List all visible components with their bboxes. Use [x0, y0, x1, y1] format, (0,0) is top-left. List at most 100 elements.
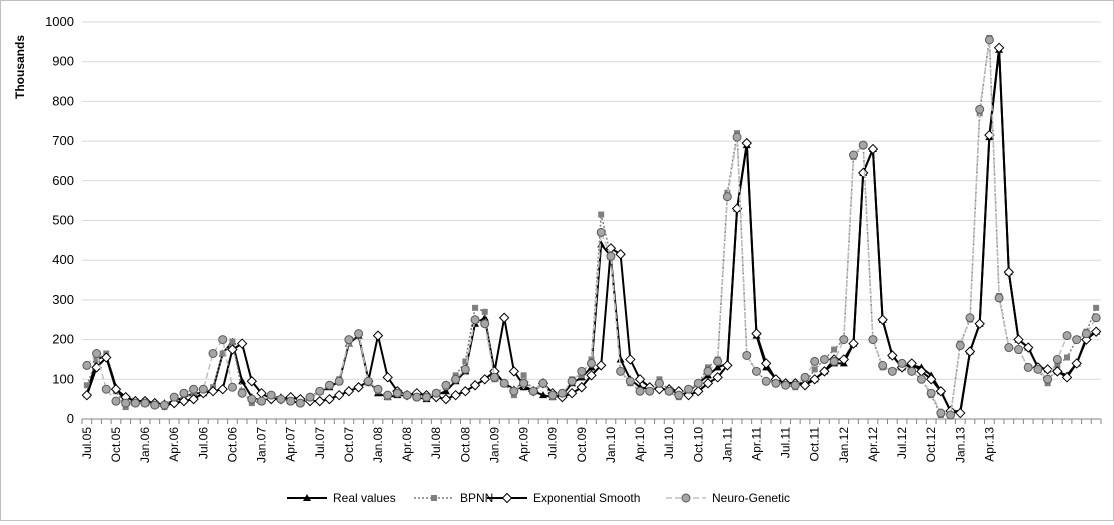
data-point — [675, 391, 683, 399]
data-point — [626, 377, 634, 385]
data-point — [1092, 314, 1100, 322]
data-point — [482, 309, 488, 315]
data-point — [840, 336, 848, 344]
data-point — [373, 331, 382, 340]
data-point — [682, 494, 690, 502]
data-point — [93, 349, 101, 357]
data-point — [461, 387, 470, 396]
data-point — [199, 385, 207, 393]
data-point — [888, 367, 896, 375]
data-point — [849, 339, 858, 348]
x-tick-label: Jan.13 — [953, 427, 967, 463]
data-point — [190, 385, 198, 393]
data-point — [811, 357, 819, 365]
data-point — [617, 355, 625, 362]
data-point — [665, 387, 673, 395]
data-point — [704, 367, 712, 375]
data-point — [831, 347, 837, 353]
data-point — [83, 361, 91, 369]
data-point — [975, 319, 984, 328]
data-point — [578, 367, 586, 375]
data-point — [723, 193, 731, 201]
data-point — [180, 389, 188, 397]
x-tick-label: Jan.07 — [255, 427, 269, 463]
legend: Real values BPNN Exponential Smooth Neuro-G… — [287, 491, 790, 505]
x-tick-label: Apr.07 — [284, 427, 298, 462]
data-point — [752, 329, 761, 338]
data-point — [209, 387, 218, 396]
data-point — [568, 389, 577, 398]
data-point — [782, 381, 790, 389]
x-tick-label: Oct.11 — [808, 427, 822, 462]
data-point — [209, 349, 217, 357]
data-point — [655, 379, 663, 387]
data-point — [607, 252, 615, 260]
data-point — [976, 105, 984, 113]
data-point — [122, 399, 130, 407]
x-tick-label: Jul.07 — [313, 427, 327, 459]
x-tick-label: Apr.13 — [982, 427, 996, 462]
data-point — [1093, 305, 1099, 311]
data-point — [82, 391, 91, 400]
data-point — [850, 151, 858, 159]
data-point — [238, 339, 247, 348]
data-point — [568, 377, 576, 385]
x-tick-label: Apr.12 — [866, 427, 880, 462]
data-point — [529, 387, 537, 395]
data-point — [500, 313, 509, 322]
data-point — [520, 379, 528, 387]
data-point — [772, 379, 780, 387]
x-tick-label: Jul.05 — [80, 427, 94, 459]
legend-item: Real values — [287, 491, 396, 505]
data-point — [461, 365, 469, 373]
data-point — [1004, 268, 1013, 277]
data-point — [1043, 365, 1052, 374]
data-point — [626, 355, 635, 364]
y-tick-label: 100 — [52, 371, 74, 386]
data-point — [306, 393, 314, 401]
data-point — [791, 381, 799, 389]
data-point — [296, 399, 304, 407]
y-tick-label: 900 — [52, 54, 74, 69]
data-point — [646, 387, 654, 395]
data-point — [316, 387, 324, 395]
data-point — [1044, 375, 1052, 383]
data-point — [451, 391, 460, 400]
data-point — [500, 379, 508, 387]
x-tick-label: Jan.09 — [487, 427, 501, 463]
data-point — [403, 391, 411, 399]
data-point — [510, 387, 518, 395]
data-point — [1053, 355, 1061, 363]
x-tick-label: Apr.11 — [749, 427, 763, 461]
data-point — [102, 385, 110, 393]
x-tick-labels: Jul.05 Oct.05 Jan.06 Apr.06 Jul.06 Oct.06 Jan.… — [80, 427, 997, 463]
x-tick-label: Jul.12 — [895, 427, 909, 459]
data-point — [636, 387, 644, 395]
data-point — [558, 389, 566, 397]
data-point — [354, 383, 363, 392]
data-point — [752, 367, 760, 375]
data-point — [521, 372, 527, 378]
data-point — [441, 395, 450, 404]
data-point — [471, 381, 480, 390]
data-point — [248, 395, 256, 403]
y-axis-label: Thousands — [13, 35, 27, 99]
x-tick-label: Apr.09 — [517, 427, 531, 462]
y-tick-label: 0 — [67, 411, 74, 426]
data-point — [616, 250, 625, 259]
data-point — [267, 391, 275, 399]
data-point — [1063, 332, 1071, 340]
data-point — [985, 36, 993, 44]
data-point — [218, 385, 227, 394]
legend-item: Neuro-Genetic — [666, 491, 790, 505]
data-point — [423, 393, 431, 401]
data-point — [374, 385, 382, 393]
data-point — [947, 411, 955, 419]
x-tick-label: Oct.07 — [342, 427, 356, 463]
data-point — [141, 399, 149, 407]
y-tick-label: 300 — [52, 292, 74, 307]
data-point — [694, 379, 702, 387]
x-tick-label: Jan.11 — [720, 427, 734, 462]
data-point — [228, 383, 236, 391]
